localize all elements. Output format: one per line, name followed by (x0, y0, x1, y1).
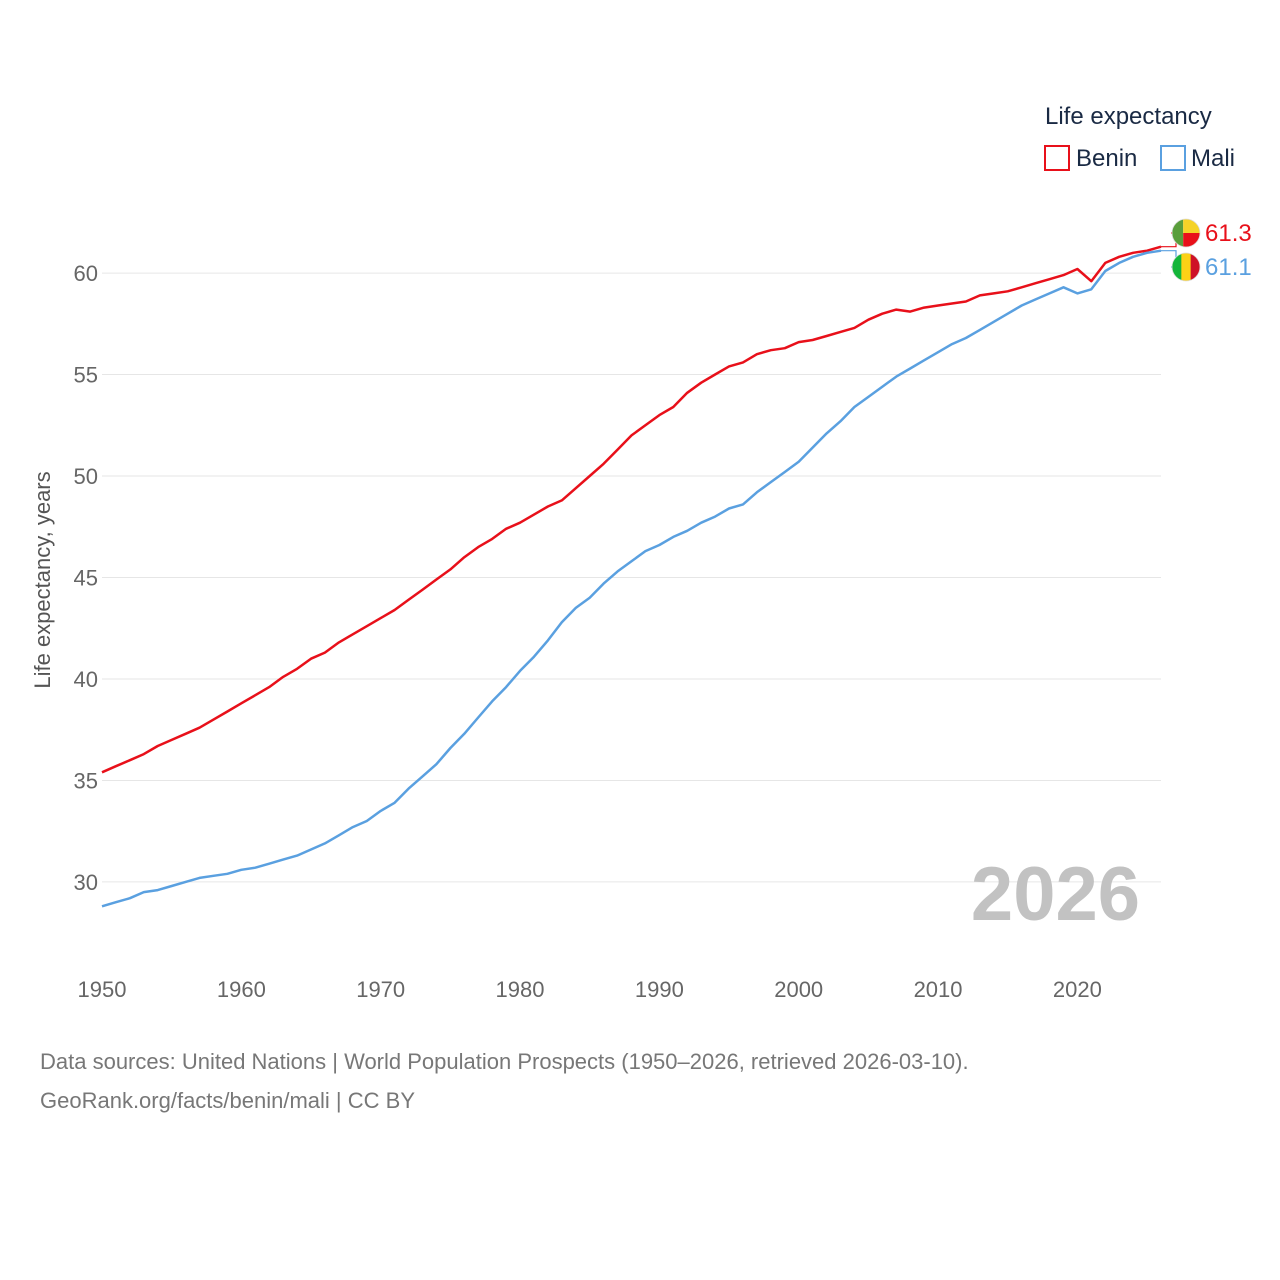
x-axis-ticks: 1950 1960 1970 1980 1990 2000 2010 2020 (78, 977, 1102, 1002)
series-lines (101, 245, 1162, 908)
y-tick-label-40: 40 (74, 667, 98, 692)
x-tick-label-2020: 2020 (1053, 977, 1102, 1002)
data-source-note: Data sources: United Nations | World Pop… (40, 1049, 969, 1074)
attribution-link[interactable]: GeoRank.org/facts/benin/mali | CC BY (40, 1088, 415, 1113)
x-tick-label-1980: 1980 (496, 977, 545, 1002)
x-tick-label-1960: 1960 (217, 977, 266, 1002)
legend-label-benin: Benin (1076, 145, 1137, 172)
flag-mali-icon (1171, 252, 1201, 282)
y-tick-label-30: 30 (74, 870, 98, 895)
series-line-mali[interactable] (101, 249, 1162, 908)
y-tick-label-35: 35 (74, 768, 98, 793)
current-year-label: 2026 (971, 852, 1140, 937)
end-value-label-benin: 61.3 (1205, 220, 1252, 247)
y-axis-ticks: 30 35 40 45 50 55 60 (74, 261, 98, 895)
x-tick-label-2010: 2010 (914, 977, 963, 1002)
series-line-benin[interactable] (101, 245, 1162, 774)
y-tick-label-50: 50 (74, 464, 98, 489)
legend-swatch-mali[interactable] (1160, 145, 1186, 171)
x-tick-label-1990: 1990 (635, 977, 684, 1002)
y-tick-label-55: 55 (74, 363, 98, 388)
gridlines (102, 272, 1161, 883)
x-tick-label-2000: 2000 (774, 977, 823, 1002)
end-markers: 61.3 61.1 (1161, 218, 1252, 282)
y-axis-title: Life expectancy, years (30, 471, 55, 688)
legend: Life expectancy Benin Mali (1044, 103, 1235, 172)
end-value-label-mali: 61.1 (1205, 254, 1252, 281)
x-tick-label-1970: 1970 (356, 977, 405, 1002)
line-chart: 30 35 40 45 50 55 60 1950 1960 1970 1980 1990 2000 2… (30, 103, 1252, 1002)
y-tick-label-60: 60 (74, 261, 98, 286)
x-tick-label-1950: 1950 (78, 977, 127, 1002)
legend-label-mali: Mali (1191, 145, 1235, 172)
legend-title: Life expectancy (1045, 103, 1212, 130)
legend-swatch-benin[interactable] (1044, 145, 1070, 171)
y-tick-label-45: 45 (74, 566, 98, 591)
footer: Data sources: United Nations | World Pop… (40, 1042, 1260, 1120)
flag-benin-icon (1171, 218, 1201, 248)
